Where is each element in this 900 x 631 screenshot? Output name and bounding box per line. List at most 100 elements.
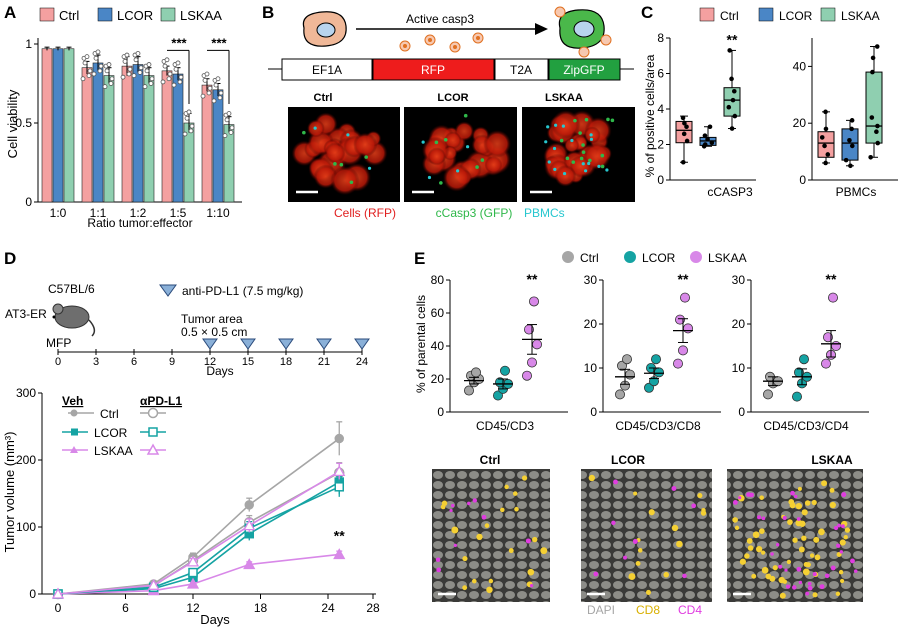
legend-header-veh: Veh — [62, 394, 83, 408]
pbmc-cell — [589, 137, 594, 141]
y-axis-label: Cell viability — [5, 89, 20, 158]
cd4-cell — [451, 503, 455, 508]
bar-lskaa-1:2 — [143, 75, 155, 203]
gfp-cell — [581, 150, 586, 155]
cd8-cell — [814, 554, 821, 561]
cd4-cell — [850, 558, 855, 564]
pbmc-cell — [605, 168, 609, 172]
timeline-tick-label: 9 — [169, 356, 175, 368]
bar-ctrl-1:10 — [201, 84, 213, 203]
cd4-cell — [738, 496, 742, 500]
cd4-cell — [824, 573, 830, 579]
gfp-cell — [610, 118, 615, 123]
timeline-tick-label: 15 — [242, 356, 254, 368]
cd8-cell — [813, 536, 820, 543]
replicate-point — [224, 117, 230, 123]
pbmc-cell — [465, 145, 470, 149]
cd8-cell — [792, 537, 798, 543]
active-casp3-label: Active casp3 — [406, 12, 474, 26]
cd8-cell — [732, 517, 738, 523]
construct-zipgfp-box — [548, 58, 621, 81]
replicate-point — [160, 79, 166, 85]
replicate-point — [142, 84, 148, 90]
legend-label-ctrl: Ctrl — [100, 407, 119, 421]
panel-letter-b: B — [262, 3, 274, 22]
data-point-ctrl — [617, 360, 628, 371]
mouse-icon — [52, 303, 96, 337]
replicate-point — [184, 115, 190, 121]
legend-header-pdl1: αPD-L1 — [140, 394, 182, 408]
replicate-point — [175, 60, 181, 66]
replicate-point — [215, 76, 221, 82]
panel-c-0-y-tick-label: 6 — [657, 67, 664, 81]
cd4-cell — [467, 501, 471, 506]
pbmc-cell — [427, 175, 432, 180]
replicate-point — [146, 62, 152, 67]
panel-d-y-tick-label: 300 — [16, 386, 36, 400]
point-lskaa-pdl1 — [51, 587, 65, 599]
pbmc-cell — [570, 138, 574, 143]
replicate-point — [228, 130, 234, 135]
cd8-cell — [805, 562, 811, 568]
pbmc-cell — [546, 125, 550, 129]
cd8-cell — [700, 510, 707, 516]
gfp-cell — [573, 118, 577, 123]
data-point — [705, 136, 710, 142]
gfp-cell — [349, 180, 354, 185]
panel-d-x-tick-label: 0 — [55, 601, 62, 615]
replicate-point — [138, 65, 144, 71]
cd4-cell — [472, 498, 478, 503]
cd8-cell — [844, 527, 851, 533]
arrow-head — [535, 23, 548, 35]
rfp-cell — [442, 163, 471, 192]
gfp-cell — [333, 162, 337, 166]
point-lskaa-veh — [186, 577, 200, 589]
cd4-cell — [749, 492, 754, 498]
replicate-point — [144, 68, 150, 74]
cd4-cell — [837, 523, 841, 528]
cd8-cell — [761, 566, 769, 574]
replicate-point — [127, 66, 133, 72]
cd4-cell — [841, 492, 847, 498]
cd4-cell — [529, 584, 534, 588]
cd8-cell — [676, 540, 683, 548]
data-point-ctrl — [622, 354, 633, 365]
timeline-tick-label: 21 — [318, 356, 330, 368]
legend-dot-lcor — [624, 251, 636, 263]
caption-pbmcs: PBMCs — [524, 206, 565, 220]
legend-marker-ctrl-pdl1 — [147, 407, 159, 419]
construct-rfp-label: RFP — [421, 63, 445, 77]
replicate-point — [166, 76, 172, 82]
legend-label-lcor: LCOR — [117, 8, 153, 23]
x-axis-label: Ratio tumor:effector — [87, 216, 192, 230]
data-point — [729, 126, 735, 131]
panel-letter-d: D — [4, 249, 16, 268]
data-point-lskaa — [680, 292, 691, 303]
data-point-ctrl — [463, 385, 474, 396]
cd8-cell — [772, 565, 778, 571]
cd8-cell — [759, 528, 765, 534]
replicate-point — [102, 84, 108, 90]
pbmc-cell — [544, 140, 548, 144]
gfp-cell — [339, 162, 344, 167]
panel-c-1-y-tick-label: 40 — [793, 59, 807, 73]
bar-lcor-1:1 — [92, 62, 104, 203]
panel-a-marks: 0 0.5 1 1:0 1:1 1:2 1:5 1:10 *** *** — [15, 35, 242, 220]
legend-label-lskaa: LSKAA — [180, 8, 222, 23]
pbmc-cell — [581, 162, 585, 166]
data-point — [680, 115, 686, 121]
legend-marker-lcor-pdl1 — [148, 427, 158, 437]
panel-d-x-tick-label: 28 — [366, 601, 380, 615]
panel-d-schematic: C57BL/6 AT3-ER MFP anti-PD-L1 (7.5 mg/kg… — [5, 282, 370, 378]
replicate-point — [108, 81, 114, 86]
replicate-point — [120, 74, 126, 80]
cd4-cell — [481, 514, 487, 520]
panel-d-y-tick-label: 0 — [29, 587, 36, 601]
cd8-cell — [797, 486, 802, 491]
micrograph-title-lcor: LCOR — [611, 453, 645, 467]
panel-letter-c: C — [641, 3, 653, 22]
cd8-cell — [476, 533, 483, 541]
cd8-cell — [778, 576, 785, 584]
mouse-strain-label: C57BL/6 — [48, 282, 95, 296]
legend-dot-lskaa — [690, 251, 702, 263]
